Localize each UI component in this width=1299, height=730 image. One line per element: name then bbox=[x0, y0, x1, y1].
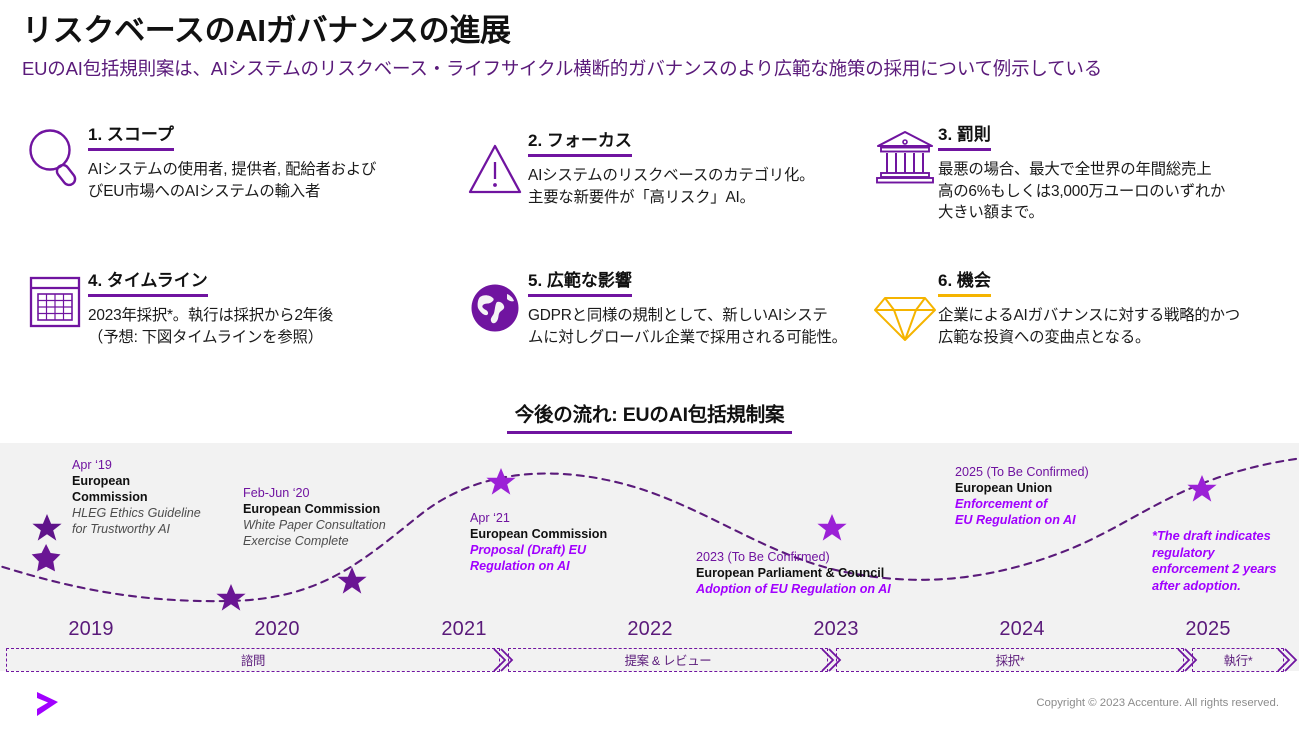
feature-text: AIシステムの使用者, 提供者, 配給者および びEU市場へのAIシステムの輸入… bbox=[88, 161, 377, 200]
feature-heading: 4. タイムライン bbox=[88, 270, 208, 298]
timeline-note-desc: Adoption of EU Regulation on AI bbox=[696, 582, 891, 597]
timeline-note-desc: White Paper Consultation Exercise Comple… bbox=[243, 518, 386, 549]
timeline-note-desc: HLEG Ethics Guideline for Trustworthy AI bbox=[72, 506, 201, 537]
phase-proposal-review: 提案 & レビュー bbox=[508, 648, 828, 672]
timeline-note-2023: 2023 (To Be Confirmed) European Parliame… bbox=[696, 549, 946, 597]
timeline-footnote: *The draft indicates regulatory enforcem… bbox=[1152, 528, 1277, 593]
feature-text: GDPRと同様の規制として、新しいAIシステ ムに対しグローバル企業で採用される… bbox=[528, 307, 847, 346]
phase-label: 採択* bbox=[995, 654, 1025, 668]
warning-triangle-icon bbox=[462, 130, 528, 196]
year-label-2019: 2019 bbox=[68, 618, 114, 640]
timeline-note-org: European Commission bbox=[470, 527, 608, 542]
year-label-2023: 2023 bbox=[813, 618, 859, 640]
timeline-year-axis: 2019 2020 2021 2022 2023 2024 2025 bbox=[0, 618, 1299, 646]
phase-chevron-icon bbox=[821, 648, 842, 672]
timeline-title-wrap: 今後の流れ: EUのAI包括規制案 bbox=[0, 398, 1299, 434]
timeline-note-date: Apr ‘19 bbox=[72, 458, 112, 472]
feature-heading: 1. スコープ bbox=[88, 124, 174, 152]
feature-card-focus: 2. フォーカス AIシステムのリスクベースのカテゴリ化。 主要な新要件が「高リ… bbox=[462, 130, 862, 208]
timeline-note-2020: Feb-Jun ‘20 European Commission White Pa… bbox=[243, 485, 433, 549]
timeline-note-date: Apr ‘21 bbox=[470, 511, 510, 525]
page-subtitle: EUのAI包括規則案は、AIシステムのリスクベース・ライフサイクル横断的ガバナン… bbox=[22, 57, 1103, 79]
star-marker-icon bbox=[31, 544, 61, 572]
timeline-note-org: European Parliament & Council bbox=[696, 566, 885, 581]
feature-heading: 5. 広範な影響 bbox=[528, 270, 632, 298]
timeline-note-2019: Apr ‘19 European Commission HLEG Ethics … bbox=[72, 457, 242, 538]
timeline-wave-chart bbox=[0, 457, 1299, 611]
phase-label: 諮問 bbox=[240, 654, 266, 668]
timeline-note-2025: 2025 (To Be Confirmed) European Union En… bbox=[955, 464, 1155, 528]
timeline-title: 今後の流れ: EUのAI包括規制案 bbox=[506, 398, 793, 434]
page-title: リスクベースのAIガバナンスの進展 bbox=[22, 13, 511, 48]
star-marker-icon bbox=[32, 468, 1217, 611]
phase-chevron-icon bbox=[1277, 648, 1298, 672]
phase-label: 提案 & レビュー bbox=[624, 654, 712, 668]
timeline-note-org: European Commission bbox=[72, 474, 148, 505]
accenture-chevron-logo bbox=[37, 692, 58, 716]
feature-text: 企業によるAIガバナンスに対する戦略的かつ 広範な投資への変曲点となる。 bbox=[938, 307, 1240, 346]
timeline-note-date: 2023 (To Be Confirmed) bbox=[696, 550, 830, 564]
magnifier-icon bbox=[22, 124, 88, 190]
year-label-2024: 2024 bbox=[999, 618, 1045, 640]
calendar-grid-icon bbox=[22, 270, 88, 330]
feature-heading: 2. フォーカス bbox=[528, 130, 632, 158]
phase-enforcement: 執行* bbox=[1192, 648, 1284, 672]
phase-chevron-icon bbox=[1177, 648, 1198, 672]
timeline-note-org: European Union bbox=[955, 481, 1053, 496]
timeline-panel bbox=[0, 443, 1299, 671]
feature-card-penalties: 3. 罰則 最悪の場合、最大で全世界の年間総売上 高の6%もしくは3,000万ユ… bbox=[872, 124, 1282, 224]
page-header: リスクベースのAIガバナンスの進展 EUのAI包括規則案は、AIシステムのリスク… bbox=[22, 13, 1282, 80]
page-footer: Copyright © 2023 Accenture. All rights r… bbox=[0, 680, 1299, 730]
timeline-curve bbox=[0, 457, 1299, 603]
year-label-2021: 2021 bbox=[441, 618, 487, 640]
year-label-2025: 2025 bbox=[1185, 618, 1231, 640]
feature-heading: 6. 機会 bbox=[938, 270, 991, 298]
phase-consultation: 諮問 bbox=[6, 648, 500, 672]
feature-grid: 1. スコープ AIシステムの使用者, 提供者, 配給者および びEU市場へのA… bbox=[0, 122, 1299, 392]
year-label-2022: 2022 bbox=[627, 618, 673, 640]
feature-card-opportunity: 6. 機会 企業によるAIガバナンスに対する戦略的かつ 広範な投資への変曲点とな… bbox=[872, 270, 1282, 348]
feature-card-impact: 5. 広範な影響 GDPRと同様の規制として、新しいAIシステ ムに対しグローバ… bbox=[462, 270, 872, 348]
timeline-note-desc: Proposal (Draft) EU Regulation on AI bbox=[470, 543, 587, 574]
globe-icon bbox=[462, 270, 528, 334]
feature-card-timeline: 4. タイムライン 2023年採択*。執行は採択から2年後 （予想: 下図タイム… bbox=[22, 270, 442, 348]
feature-card-scope: 1. スコープ AIシステムの使用者, 提供者, 配給者および びEU市場へのA… bbox=[22, 124, 442, 202]
copyright-text: Copyright © 2023 Accenture. All rights r… bbox=[1036, 697, 1279, 709]
timeline-phase-bar: 諮問 提案 & レビュー 採択* 執行* bbox=[6, 648, 1298, 672]
timeline-note-date: 2025 (To Be Confirmed) bbox=[955, 465, 1089, 479]
phase-label: 執行* bbox=[1223, 654, 1253, 668]
phase-adoption: 採択* bbox=[836, 648, 1184, 672]
phase-chevron-icon bbox=[493, 648, 514, 672]
timeline-note-date: Feb-Jun ‘20 bbox=[243, 486, 310, 500]
feature-text: AIシステムのリスクベースのカテゴリ化。 主要な新要件が「高リスク」AI。 bbox=[528, 167, 815, 206]
courthouse-icon bbox=[872, 124, 938, 186]
feature-text: 2023年採択*。執行は採択から2年後 （予想: 下図タイムラインを参照） bbox=[88, 307, 334, 346]
timeline-note-org: European Commission bbox=[243, 502, 381, 517]
feature-text: 最悪の場合、最大で全世界の年間総売上 高の6%もしくは3,000万ユーロのいずれ… bbox=[938, 161, 1226, 222]
timeline-note-desc: Enforcement of EU Regulation on AI bbox=[955, 497, 1076, 528]
diamond-icon bbox=[872, 270, 938, 344]
year-label-2020: 2020 bbox=[254, 618, 300, 640]
timeline-note-2021: Apr ‘21 European Commission Proposal (Dr… bbox=[470, 510, 680, 574]
feature-heading: 3. 罰則 bbox=[938, 124, 991, 152]
